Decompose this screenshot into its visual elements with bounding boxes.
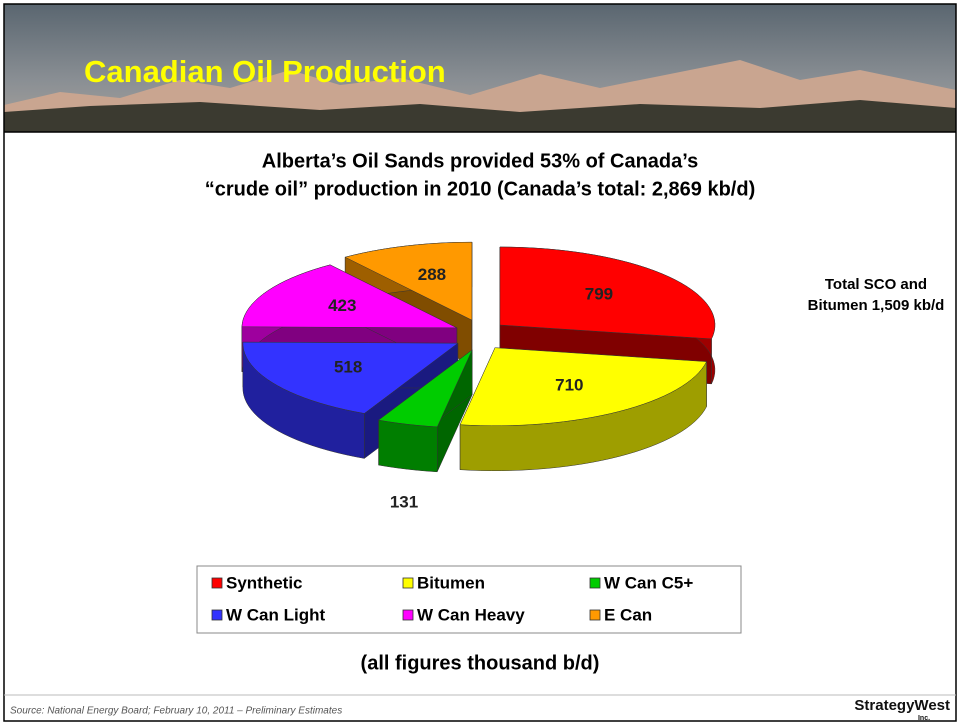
legend: Synthetic Bitumen W Can C5+ W Can Light W Ca… xyxy=(211,573,693,624)
legend-swatch xyxy=(402,577,414,589)
source: Source: National Energy Board; February … xyxy=(10,706,342,717)
data-label: 288 xyxy=(418,265,446,284)
legend-swatch xyxy=(402,609,414,621)
annotation: Bitumen 1,509 kb/d xyxy=(808,297,945,314)
slice-top xyxy=(344,241,473,321)
slide-border xyxy=(3,3,957,722)
chart-title: Alberta’s Oil Sands provided 53% of Cana… xyxy=(262,150,698,172)
data-label: 799 xyxy=(585,284,613,303)
chart-title: “crude oil” production in 2010 (Canada’s… xyxy=(205,178,755,200)
pie: 288 799 423 518 710 131 xyxy=(241,241,716,511)
legend-swatch xyxy=(211,609,223,621)
legend-label: E Can xyxy=(604,605,652,624)
slice-top xyxy=(242,341,459,414)
logo: StrategyWest xyxy=(854,697,950,714)
slice-top xyxy=(499,246,716,340)
pie-slice xyxy=(378,349,473,473)
data-label: 423 xyxy=(328,296,356,315)
pie-slice xyxy=(459,347,707,471)
data-label: 518 xyxy=(334,357,362,376)
legend-label: W Can C5+ xyxy=(604,573,693,592)
legend-swatch xyxy=(211,577,223,589)
slide-title: Canadian Oil Production xyxy=(84,54,446,89)
logo-sub: Inc. xyxy=(918,715,930,722)
annotation: Total SCO and xyxy=(825,276,927,293)
data-label: 710 xyxy=(555,375,583,394)
slice-top xyxy=(378,349,473,428)
slice-side xyxy=(378,419,438,473)
note: (all figures thousand b/d) xyxy=(361,652,600,674)
legend-label: W Can Heavy xyxy=(417,605,525,624)
legend-swatch xyxy=(589,577,601,589)
legend-label: Synthetic xyxy=(226,573,303,592)
legend-label: W Can Light xyxy=(226,605,325,624)
legend-box xyxy=(196,565,742,634)
hills xyxy=(4,100,956,132)
slice-top xyxy=(241,264,458,329)
data-label: 131 xyxy=(390,492,418,511)
legend-label: Bitumen xyxy=(417,573,485,592)
legend-swatch xyxy=(589,609,601,621)
slice-top xyxy=(459,347,707,426)
